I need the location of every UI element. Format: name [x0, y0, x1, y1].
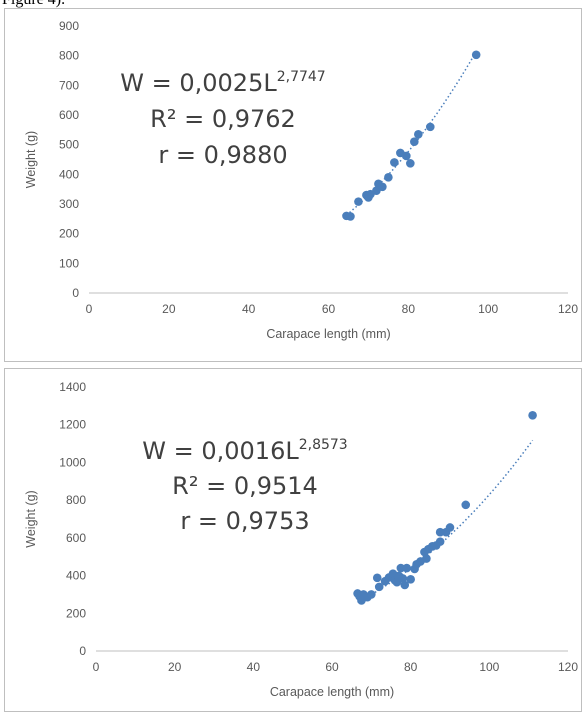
x-tick-label: 40: [247, 660, 261, 674]
y-tick-label: 800: [66, 493, 86, 507]
x-tick-label: 0: [93, 660, 100, 674]
x-tick-label: 20: [168, 660, 182, 674]
chart-panel-bottom: 0 200 400 600 800 1000 1200 1400 0 20 40 60 80 100 120…: [4, 368, 582, 712]
y-tick-label: 1000: [59, 455, 86, 469]
x-tick-label: 80: [402, 302, 416, 316]
power-trendline: [345, 51, 477, 216]
data-point: [425, 122, 435, 132]
x-tick-label: 40: [242, 302, 256, 316]
x-tick-label: 60: [322, 302, 336, 316]
equation-exponent: 2,8573: [299, 437, 348, 453]
y-tick-label: 200: [59, 227, 79, 241]
regression-equation: W = 0,0016L2,8573: [142, 437, 347, 465]
x-axis-title: Carapace length (mm): [266, 327, 390, 341]
x-tick-label: 100: [479, 660, 499, 674]
y-tick-label: 0: [72, 286, 79, 300]
y-axis-title: Weight (g): [24, 131, 38, 188]
data-point: [390, 158, 399, 167]
equation-base: W = 0,0025L: [120, 69, 277, 97]
y-tick-label: 600: [66, 531, 86, 545]
correlation-label: r = 0,9880: [158, 141, 287, 169]
equation-base: W = 0,0016L: [142, 437, 299, 465]
data-point: [445, 523, 455, 532]
data-point: [367, 590, 376, 599]
data-point: [414, 129, 423, 139]
data-point: [346, 212, 355, 221]
y-tick-label: 500: [59, 138, 79, 152]
data-point: [400, 580, 410, 590]
data-point: [378, 182, 387, 192]
x-tick-label: 20: [162, 302, 176, 316]
data-point: [402, 151, 411, 161]
x-axis-title: Carapace length (mm): [270, 685, 394, 699]
y-tick-label: 1200: [59, 418, 86, 432]
data-point: [402, 563, 412, 573]
data-point: [406, 159, 415, 168]
y-tick-label: 300: [59, 197, 79, 211]
data-point: [435, 537, 445, 546]
y-tick-label: 400: [66, 569, 86, 583]
y-axis-title: Weight (g): [24, 490, 38, 547]
x-tick-label: 80: [404, 660, 418, 674]
y-tick-label: 600: [59, 108, 79, 122]
r-squared-label: R² = 0,9514: [172, 472, 318, 500]
data-point: [435, 527, 445, 537]
x-tick-label: 60: [325, 660, 339, 674]
y-tick-label: 400: [59, 167, 79, 181]
data-point: [396, 563, 406, 573]
scatter-chart-bottom: 0 200 400 600 800 1000 1200 1400 0 20 40 60 80 100 120…: [24, 380, 578, 699]
y-tick-label: 100: [59, 256, 79, 270]
y-tick-label: 200: [66, 606, 86, 620]
scatter-chart-top: 0 100 200 300 400 500 600 700 800 900 0 20 40 60 80 100…: [24, 19, 578, 341]
data-point: [384, 173, 393, 182]
data-point: [372, 573, 382, 583]
data-point: [398, 574, 408, 583]
y-tick-label: 0: [79, 644, 86, 658]
data-point: [374, 582, 384, 592]
equation-exponent: 2,7747: [277, 69, 326, 85]
x-tick-label: 120: [558, 660, 578, 674]
y-tick-label: 1400: [59, 380, 86, 394]
chart-panel-top: 0 100 200 300 400 500 600 700 800 900 0 20 40 60 80 100…: [4, 8, 582, 362]
figure-caption: Figure 4).: [2, 0, 65, 9]
data-point: [461, 500, 471, 510]
data-point: [471, 50, 481, 60]
x-tick-label: 120: [558, 302, 578, 316]
y-tick-label: 700: [59, 78, 79, 92]
data-point: [354, 197, 363, 206]
regression-equation: W = 0,0025L2,7747: [120, 69, 325, 97]
y-tick-label: 900: [59, 19, 79, 33]
r-squared-label: R² = 0,9762: [150, 105, 296, 133]
y-tick-label: 800: [59, 49, 79, 63]
data-point: [410, 137, 419, 146]
data-point: [528, 410, 537, 420]
power-trendline: [357, 439, 534, 603]
correlation-label: r = 0,9753: [180, 507, 309, 535]
x-tick-label: 100: [478, 302, 498, 316]
data-point: [406, 575, 415, 584]
x-tick-label: 0: [86, 302, 93, 316]
data-point: [422, 554, 431, 563]
